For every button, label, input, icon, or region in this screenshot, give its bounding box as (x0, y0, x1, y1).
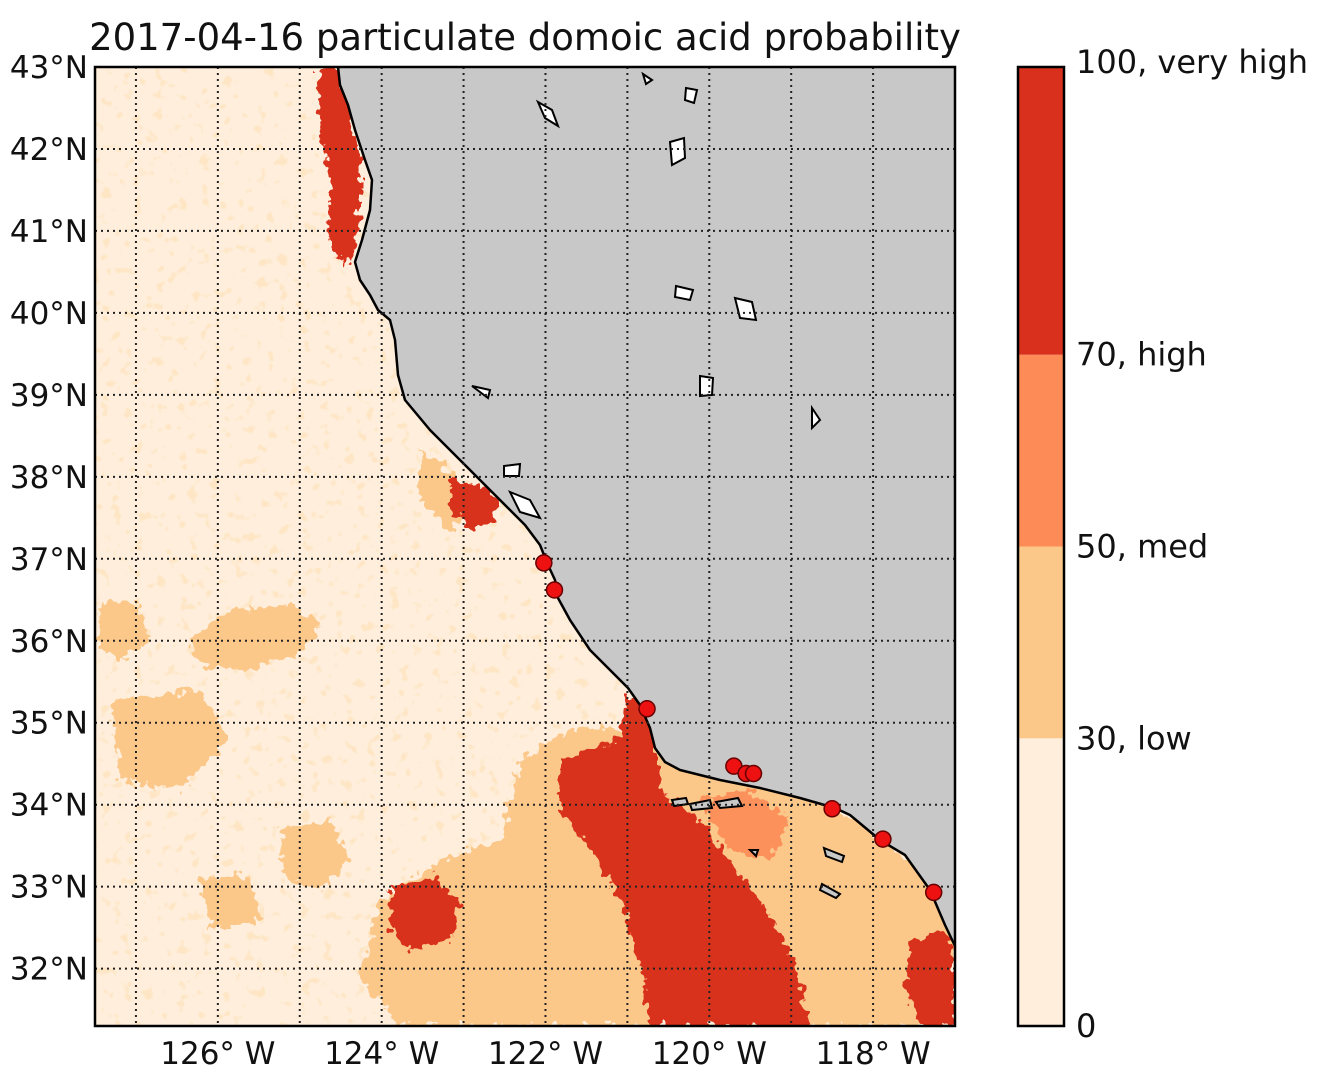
land-mass (338, 67, 955, 946)
latitude-label: 36°N (10, 624, 88, 660)
low-patch-west-5 (200, 875, 260, 930)
longitude-label: 120° W (652, 1036, 767, 1072)
low-patch-west-3 (280, 820, 350, 890)
station-marker-3[interactable] (638, 700, 656, 718)
station-marker-1[interactable] (535, 554, 553, 572)
latitude-label: 42°N (10, 132, 88, 168)
longitude-label: 118° W (816, 1036, 931, 1072)
map-title: 2017-04-16 particulate domoic acid proba… (89, 16, 961, 59)
map-frame (93, 65, 957, 1028)
latitude-label: 40°N (10, 296, 88, 332)
latitude-label: 39°N (10, 378, 88, 414)
colorbar-bin-4 (1018, 67, 1064, 355)
longitude-label: 124° W (324, 1036, 439, 1072)
latitude-label: 32°N (10, 952, 88, 988)
latitude-label: 41°N (10, 214, 88, 250)
colorbar-label: 0 (1076, 1007, 1096, 1045)
longitude-labels: 126° W 124° W 122° W 120° W 118° W (160, 1036, 930, 1072)
latitude-label: 35°N (10, 706, 88, 742)
station-marker-8[interactable] (874, 830, 892, 848)
latitude-label: 33°N (10, 870, 88, 906)
colorbar-bin-1 (1018, 738, 1064, 1026)
latitude-labels: 43°N 42°N 41°N 40°N 39°N 38°N 37°N 36°N 35°N 34°N… (10, 50, 88, 988)
station-marker-7[interactable] (823, 800, 841, 818)
high-patch-southeast (905, 930, 955, 1026)
map-plot-area (95, 67, 955, 1026)
station-marker-2[interactable] (545, 581, 564, 599)
latitude-label: 34°N (10, 788, 88, 824)
colorbar: 0 30, low 50, med 70, high 100, very high (1016, 43, 1308, 1045)
high-patch-southern-bight (560, 730, 810, 1026)
high-patch-offshore (390, 875, 460, 950)
low-patch-west-2 (100, 600, 150, 660)
colorbar-label: 30, low (1076, 719, 1192, 757)
latitude-label: 38°N (10, 460, 88, 496)
channel-islands (670, 796, 846, 900)
high-patch-north-coast (318, 70, 360, 265)
station-marker-9[interactable] (924, 883, 943, 902)
station-marker-6[interactable] (744, 764, 763, 783)
latitude-label: 43°N (10, 50, 88, 86)
longitude-label: 122° W (488, 1036, 603, 1072)
colorbar-bin-3 (1018, 354, 1064, 547)
longitude-label: 126° W (160, 1036, 275, 1072)
colorbar-frame (1016, 65, 1066, 1028)
latitude-label: 37°N (10, 542, 88, 578)
colorbar-label: 70, high (1076, 336, 1207, 374)
sampling-stations (535, 554, 943, 902)
low-patch-west-1 (190, 605, 320, 670)
colorbar-top-label: 100, very high (1076, 43, 1308, 81)
colorbar-bin-2 (1018, 546, 1064, 739)
inland-lakes (471, 71, 822, 520)
graticule (95, 67, 955, 1026)
colorbar-label: 50, med (1076, 528, 1208, 566)
high-patch-sf-bay (450, 480, 500, 530)
low-patch-west-4 (110, 690, 230, 790)
